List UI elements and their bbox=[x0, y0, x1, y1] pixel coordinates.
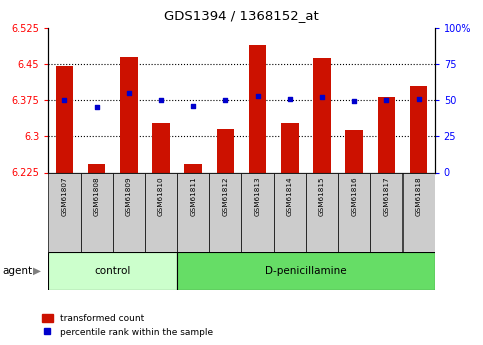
Bar bbox=[81, 172, 113, 252]
Point bbox=[222, 97, 229, 103]
Bar bbox=[120, 57, 138, 172]
Bar bbox=[370, 172, 402, 252]
Point bbox=[60, 97, 68, 103]
Text: GSM61817: GSM61817 bbox=[384, 177, 389, 216]
Bar bbox=[185, 164, 202, 172]
Text: GSM61809: GSM61809 bbox=[126, 177, 132, 216]
Point bbox=[383, 97, 390, 103]
Point bbox=[254, 93, 261, 98]
Bar bbox=[306, 172, 338, 252]
Text: GSM61811: GSM61811 bbox=[190, 177, 196, 216]
Text: GSM61818: GSM61818 bbox=[415, 177, 422, 216]
Point bbox=[157, 97, 165, 103]
Bar bbox=[152, 123, 170, 172]
Point bbox=[125, 90, 133, 96]
Bar bbox=[48, 252, 177, 290]
Point bbox=[415, 96, 423, 101]
Bar bbox=[402, 172, 435, 252]
Text: GSM61807: GSM61807 bbox=[61, 177, 68, 216]
Point bbox=[318, 95, 326, 100]
Bar bbox=[48, 172, 81, 252]
Bar bbox=[145, 172, 177, 252]
Bar bbox=[177, 172, 209, 252]
Bar bbox=[113, 172, 145, 252]
Text: GSM61813: GSM61813 bbox=[255, 177, 261, 216]
Point bbox=[350, 99, 358, 104]
Bar bbox=[410, 86, 427, 172]
Text: ▶: ▶ bbox=[33, 266, 41, 276]
Text: GSM61812: GSM61812 bbox=[222, 177, 228, 216]
Bar bbox=[216, 129, 234, 172]
Point bbox=[286, 96, 294, 101]
Bar bbox=[56, 66, 73, 172]
Text: GSM61816: GSM61816 bbox=[351, 177, 357, 216]
Point bbox=[189, 103, 197, 109]
Bar bbox=[88, 164, 105, 172]
Bar bbox=[345, 130, 363, 172]
Text: agent: agent bbox=[2, 266, 32, 276]
Bar bbox=[177, 252, 435, 290]
Text: GDS1394 / 1368152_at: GDS1394 / 1368152_at bbox=[164, 9, 319, 22]
Bar bbox=[281, 123, 298, 172]
Bar bbox=[378, 97, 395, 172]
Bar bbox=[274, 172, 306, 252]
Bar bbox=[338, 172, 370, 252]
Bar bbox=[249, 46, 267, 172]
Bar bbox=[242, 172, 274, 252]
Text: GSM61808: GSM61808 bbox=[94, 177, 99, 216]
Bar bbox=[313, 58, 331, 172]
Legend: transformed count, percentile rank within the sample: transformed count, percentile rank withi… bbox=[38, 310, 217, 341]
Bar bbox=[209, 172, 242, 252]
Text: control: control bbox=[95, 266, 131, 276]
Point bbox=[93, 105, 100, 110]
Text: GSM61815: GSM61815 bbox=[319, 177, 325, 216]
Text: GSM61810: GSM61810 bbox=[158, 177, 164, 216]
Text: GSM61814: GSM61814 bbox=[287, 177, 293, 216]
Text: D-penicillamine: D-penicillamine bbox=[265, 266, 347, 276]
